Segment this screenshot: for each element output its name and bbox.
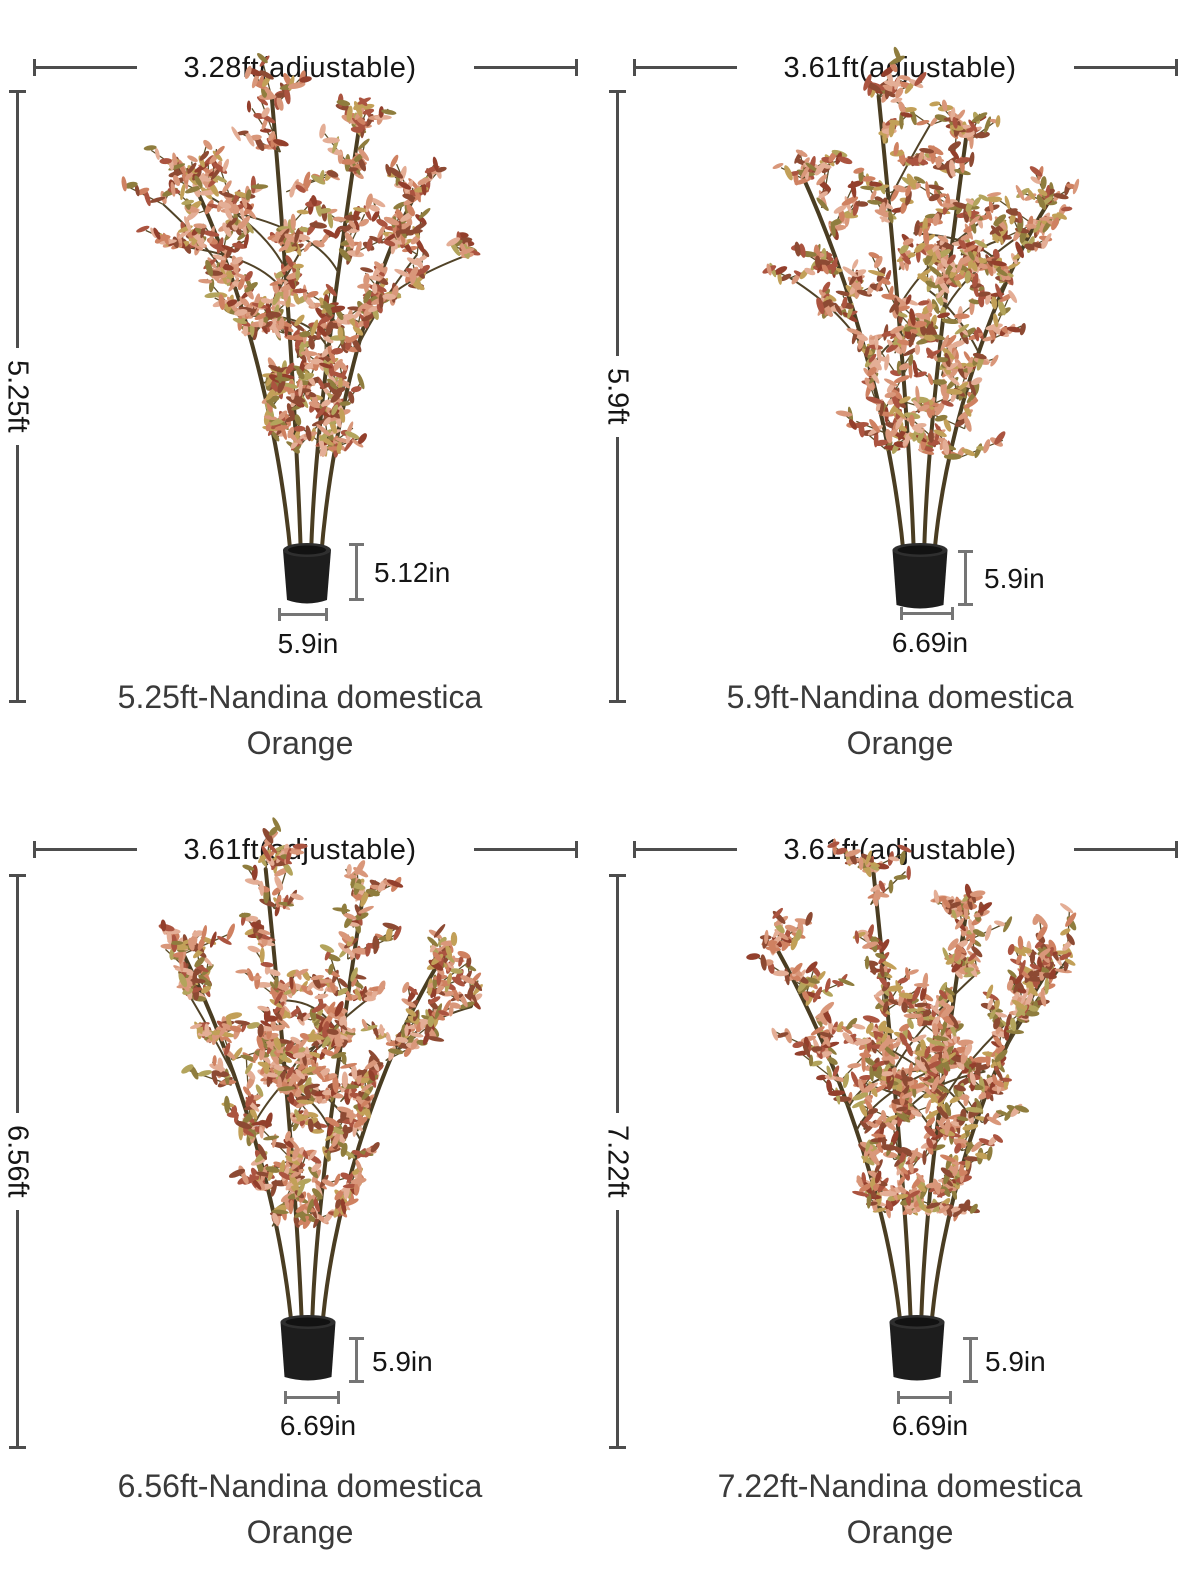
- caption-line-2: Orange: [246, 725, 354, 761]
- dimension-cap: [337, 1391, 340, 1404]
- dimension-cap: [278, 608, 281, 621]
- width-dimension-line-right: [1074, 59, 1178, 76]
- product-caption: 5.9ft-Nandina domestica Orange: [600, 674, 1200, 766]
- dimension-cap: [951, 607, 954, 620]
- dimension-line: [963, 553, 967, 603]
- product-caption: 7.22ft-Nandina domestica Orange: [600, 1463, 1200, 1555]
- product-caption: 5.25ft-Nandina domestica Orange: [0, 674, 600, 766]
- tree-image: [158, 817, 483, 1381]
- width-dimension-line-left: [633, 59, 737, 76]
- dimension-line: [15, 93, 19, 349]
- dimension-line: [615, 877, 619, 1114]
- pot-width-label: 6.69in: [279, 1410, 357, 1441]
- pot-height-dimension: [347, 1337, 365, 1383]
- dimension-cap: [962, 1380, 978, 1383]
- dimension-cap: [608, 874, 626, 877]
- product-caption: 6.56ft-Nandina domestica Orange: [0, 1463, 600, 1555]
- product-panel: 3.28ft(adjustable) 5.25ft 5.12in 5.9in 5…: [0, 40, 600, 796]
- width-dimension-label: 3.61ft(adjustable): [783, 834, 1017, 866]
- height-dimension: 5.9ft: [602, 90, 634, 703]
- pot-height-dimension: [961, 1337, 979, 1383]
- height-dimension: 6.56ft: [2, 874, 34, 1449]
- pot-height-label: 5.9in: [372, 1346, 433, 1377]
- tree-image: [746, 838, 1077, 1381]
- caption-line-1: 5.25ft-Nandina domestica: [117, 679, 483, 715]
- dimension-cap: [608, 1446, 626, 1449]
- caption-line-2: Orange: [246, 1514, 354, 1550]
- dimension-cap: [957, 550, 973, 553]
- dimension-line: [615, 93, 619, 357]
- dimension-cap: [348, 598, 364, 601]
- height-dimension: 5.25ft: [2, 90, 34, 703]
- pot-width-dimension: [897, 1390, 952, 1405]
- dimension-cap: [957, 603, 973, 606]
- pot-height-label: 5.9in: [985, 1346, 1046, 1377]
- product-panel: 3.61ft(adjustable) 7.22ft 5.9in 6.69in 7…: [600, 822, 1200, 1578]
- dimension-cap: [8, 90, 26, 93]
- dimension-line: [354, 546, 358, 598]
- height-dimension: 7.22ft: [602, 874, 634, 1449]
- dimension-cap: [325, 608, 328, 621]
- dimension-cap: [608, 90, 626, 93]
- width-dimension-line-left: [33, 841, 137, 858]
- pot-height-label: 5.12in: [374, 557, 451, 588]
- height-dimension-label: 5.25ft: [1, 360, 34, 433]
- dimension-cap: [8, 874, 26, 877]
- width-dimension-line-left: [33, 59, 137, 76]
- dimension-line: [968, 1340, 972, 1380]
- pot-width-label: 5.9in: [277, 628, 339, 659]
- pot-height-label: 5.9in: [984, 563, 1045, 594]
- dimension-line: [903, 612, 951, 615]
- dimension-line: [287, 1396, 337, 1399]
- dimension-cap: [284, 1391, 287, 1404]
- dimension-cap: [8, 700, 26, 703]
- height-dimension-label: 6.56ft: [1, 1125, 34, 1198]
- pot-width-dimension: [284, 1390, 340, 1405]
- pot-height-dimension: [956, 550, 974, 606]
- dimension-cap: [900, 607, 903, 620]
- dimension-line: [281, 613, 325, 616]
- tree-image: [762, 46, 1080, 609]
- width-dimension: 3.61ft(adjustable): [0, 834, 600, 870]
- product-panel: 3.61ft(adjustable) 6.56ft 5.9in 6.69in 6…: [0, 817, 600, 1578]
- width-dimension-line-left: [633, 841, 737, 858]
- width-dimension-line-right: [1074, 841, 1178, 858]
- dimension-cap: [348, 1337, 364, 1340]
- dimension-cap: [608, 700, 626, 703]
- dimension-cap: [348, 1380, 364, 1383]
- width-dimension-line-right: [474, 841, 578, 858]
- caption-line-1: 6.56ft-Nandina domestica: [117, 1468, 483, 1504]
- pot-width-dimension: [278, 607, 328, 622]
- caption-line-2: Orange: [846, 725, 954, 761]
- dimension-line: [615, 436, 619, 700]
- dimension-line: [354, 1340, 358, 1380]
- dimension-line: [15, 1209, 19, 1446]
- caption-line-1: 5.9ft-Nandina domestica: [726, 679, 1074, 715]
- dimension-cap: [962, 1337, 978, 1340]
- dimension-line: [615, 1209, 619, 1446]
- height-dimension-label: 5.9ft: [601, 368, 634, 425]
- pot-height-dimension: [347, 543, 365, 601]
- pot-width-label: 6.69in: [891, 627, 969, 658]
- dimension-cap: [897, 1391, 900, 1404]
- tree-image: [121, 53, 481, 604]
- dimension-cap: [949, 1391, 952, 1404]
- dimension-line: [15, 444, 19, 700]
- pot-width-label: 6.69in: [891, 1410, 969, 1441]
- dimension-cap: [348, 543, 364, 546]
- height-dimension-label: 7.22ft: [601, 1125, 634, 1198]
- pot-width-dimension: [900, 606, 954, 621]
- dimension-line: [900, 1396, 949, 1399]
- width-dimension-line-right: [474, 59, 578, 76]
- width-dimension: 3.61ft(adjustable): [600, 834, 1200, 870]
- caption-line-2: Orange: [846, 1514, 954, 1550]
- dimension-line: [15, 877, 19, 1114]
- dimension-cap: [8, 1446, 26, 1449]
- product-panel: 3.61ft(adjustable) 5.9ft 5.9in 6.69in 5.…: [600, 40, 1200, 796]
- caption-line-1: 7.22ft-Nandina domestica: [717, 1468, 1083, 1504]
